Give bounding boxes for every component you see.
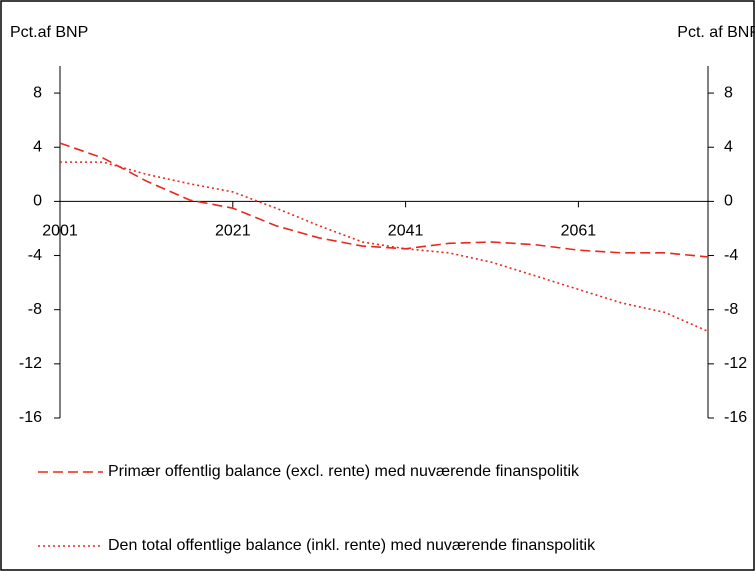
y2-tick-label: 0 xyxy=(724,193,733,210)
y-tick-label: 8 xyxy=(33,84,42,101)
series-line xyxy=(60,161,709,333)
x-tick-label: 2001 xyxy=(42,223,78,240)
y-tick-label: -16 xyxy=(19,409,42,426)
x-tick-label: 2041 xyxy=(388,223,424,240)
y-axis-title: Pct.af BNP xyxy=(10,24,88,41)
legend-label: Den total offentlige balance (inkl. rent… xyxy=(108,537,596,554)
y-tick-label: -8 xyxy=(28,301,42,318)
x-tick-label: 2061 xyxy=(561,223,597,240)
series-line xyxy=(59,142,709,258)
y-tick-label: -4 xyxy=(28,247,42,264)
y-tick-label: 0 xyxy=(33,193,42,210)
y2-tick-label: 4 xyxy=(724,138,733,155)
y-tick-label: 4 xyxy=(33,138,42,155)
y2-tick-label: -4 xyxy=(724,247,738,264)
x-tick-label: 2021 xyxy=(215,223,251,240)
y2-axis-title: Pct. af BNP xyxy=(677,24,755,41)
y2-tick-label: 8 xyxy=(724,84,733,101)
y2-tick-label: -12 xyxy=(724,355,747,372)
y-tick-label: -12 xyxy=(19,355,42,372)
y2-tick-label: -8 xyxy=(724,301,738,318)
y2-tick-label: -16 xyxy=(724,409,747,426)
legend-label: Primær offentlig balance (excl. rente) m… xyxy=(108,463,580,480)
